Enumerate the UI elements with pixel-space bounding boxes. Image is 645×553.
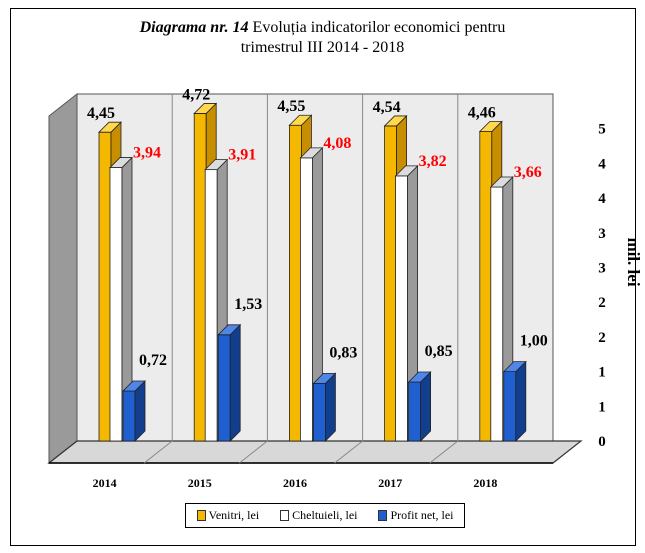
bar-profit (407, 371, 432, 442)
data-label-cheltuieli: 3,82 (419, 153, 447, 170)
bar-venitri-top (98, 121, 122, 133)
x-tick-label: 2016 (283, 476, 307, 490)
bar-cheltuieli-front (109, 167, 123, 442)
data-label-venitri: 4,46 (468, 104, 496, 121)
bar-profit-side (229, 323, 241, 442)
y-tick-label: 2 (598, 295, 606, 311)
bar-profit (217, 323, 242, 442)
data-label-cheltuieli: 3,94 (133, 145, 161, 162)
bar-venitri-front (479, 131, 493, 442)
bar-cheltuieli (109, 156, 133, 442)
legend-swatch-cheltuieli (280, 510, 290, 521)
y-tick-label: 2 (598, 330, 606, 346)
data-label-profit: 0,72 (139, 352, 167, 369)
y-tick-label: 3 (598, 261, 606, 277)
bar-cheltuieli-top (204, 159, 229, 171)
bar-profit-side (324, 372, 336, 442)
bar-profit (122, 380, 146, 442)
bar-cheltuieli-top (109, 157, 133, 168)
bar-venitri-front (98, 131, 112, 442)
legend-swatch-venitri (196, 510, 206, 521)
bar-profit (502, 360, 527, 442)
data-label-cheltuieli: 3,91 (228, 147, 256, 164)
bar-cheltuieli-top (394, 165, 419, 177)
x-tick-label: 2018 (473, 476, 497, 490)
y-tick-label: 0 (598, 434, 606, 450)
y-tick-label: 1 (598, 365, 606, 381)
bar-profit-side (515, 360, 527, 442)
plot-side-wall (48, 92, 78, 465)
bar-cheltuieli-front (490, 186, 504, 442)
x-tick-label: 2015 (188, 476, 212, 490)
chart-legend: Venitri, lei Cheltuieli, lei Profit net,… (185, 503, 465, 528)
bar-cheltuieli-front (299, 157, 313, 442)
bar-profit-top (502, 361, 527, 373)
bar-profit-front (122, 390, 136, 442)
bar-cheltuieli-front (395, 175, 409, 442)
chart-title-main: Evoluția indicatorilor economici pentru (252, 19, 506, 36)
bar-venitri-top (288, 114, 313, 126)
bar-venitri-top (478, 121, 503, 132)
legend-label-cheltuieli: Cheltuieli, lei (292, 508, 358, 522)
bar-profit-top (407, 371, 432, 383)
bar-profit-top (122, 380, 146, 392)
legend-label-profit: Profit net, lei (390, 508, 454, 522)
data-label-profit: 1,00 (520, 333, 548, 350)
bar-profit-front (503, 371, 517, 442)
bar-profit-front (217, 334, 231, 442)
y-tick-label: 4 (598, 191, 606, 207)
bar-profit (312, 372, 337, 442)
bar-cheltuieli-top (489, 176, 514, 188)
bar-profit-top (217, 324, 242, 336)
bar-profit-front (312, 382, 326, 442)
bar-cheltuieli-front (204, 169, 218, 442)
plot-floor (47, 440, 583, 464)
legend-item-cheltuieli: Cheltuieli, lei (280, 508, 357, 523)
data-label-cheltuieli: 4,08 (323, 135, 351, 152)
chart-title-lead: Diagrama nr. 14 (139, 19, 249, 36)
bar-cheltuieli-top (299, 147, 324, 159)
bar-profit-top (312, 372, 337, 384)
y-tick-label: 4 (598, 156, 606, 172)
bar-venitri-top (383, 115, 408, 127)
floor-divider (429, 440, 459, 464)
y-tick-label: 5 (598, 122, 606, 138)
data-label-venitri: 4,55 (277, 98, 305, 115)
y-tick-label: 1 (598, 399, 606, 415)
x-tick-label: 2014 (93, 476, 117, 490)
bar-profit-side (420, 371, 432, 442)
bar-venitri-front (193, 113, 207, 442)
legend-item-venitri: Venitri, lei (196, 508, 260, 523)
data-label-cheltuieli: 3,66 (514, 164, 542, 181)
y-tick-label: 3 (598, 226, 606, 242)
data-label-venitri: 4,72 (182, 86, 210, 103)
data-label-profit: 0,85 (425, 343, 453, 360)
y-axis-title: mil. lei (624, 237, 643, 286)
data-label-venitri: 4,54 (373, 99, 401, 116)
chart-title-line2: trimestrul III 2014 - 2018 (240, 39, 405, 56)
bar-venitri-front (384, 125, 398, 442)
data-label-profit: 0,83 (329, 344, 357, 361)
floor-divider (334, 440, 363, 464)
floor-divider (143, 440, 173, 464)
legend-swatch-profit (378, 510, 388, 521)
data-label-profit: 1,53 (234, 296, 262, 313)
bar-cheltuieli (394, 164, 419, 442)
floor-divider (239, 440, 268, 464)
bar-venitri-top (193, 103, 218, 114)
data-label-venitri: 4,45 (87, 105, 115, 122)
chart-title: Diagrama nr. 14 Evoluția indicatorilor e… (0, 18, 645, 58)
x-tick-label: 2017 (378, 476, 402, 490)
legend-item-profit: Profit net, lei (378, 508, 453, 523)
bar-profit-front (408, 381, 422, 442)
bar-venitri-front (288, 124, 302, 442)
legend-label-venitri: Venitri, lei (208, 508, 260, 522)
